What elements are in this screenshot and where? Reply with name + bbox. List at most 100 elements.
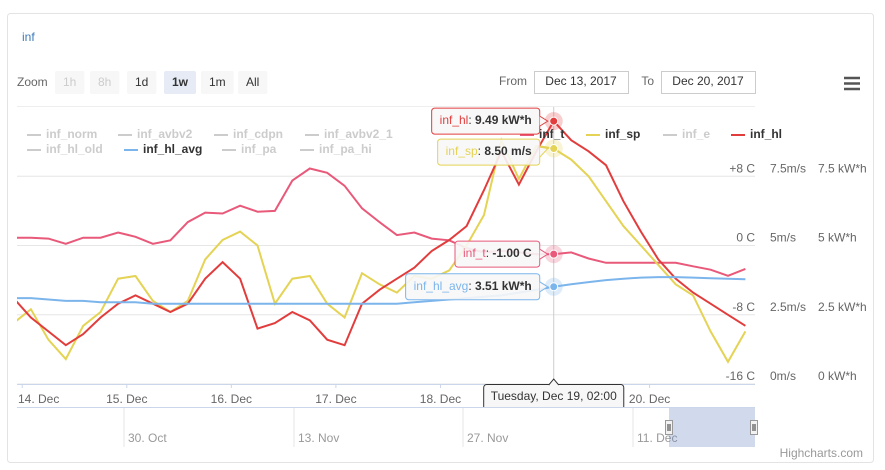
y-tick-label: +8 C: [729, 161, 755, 175]
range-button-bg: [55, 71, 85, 94]
legend-item[interactable]: inf_sp: [586, 127, 640, 141]
navigator-mask[interactable]: [669, 408, 755, 447]
navigator-label: 27. Nov: [467, 431, 508, 445]
tooltip-text: inf_sp: 8.50 m/s: [446, 144, 532, 158]
tooltip-header-arrow: [548, 378, 560, 386]
y3-tick-label: 7.5 kW*h: [818, 161, 867, 175]
range-button[interactable]: 1m: [201, 71, 234, 94]
tooltip-arrow: [539, 115, 549, 127]
legend-item[interactable]: inf_e: [663, 127, 710, 141]
series-line: [17, 276, 746, 305]
card-title: inf: [22, 30, 35, 44]
legend-label: inf_pa_hi: [319, 142, 372, 156]
legend-item[interactable]: inf_t: [520, 127, 564, 141]
legend-item[interactable]: inf_pa: [222, 142, 277, 156]
legend-item[interactable]: inf_hl_avg: [124, 142, 202, 156]
legend-label: inf_hl_avg: [143, 142, 202, 156]
range-button-label: 1m: [209, 75, 226, 89]
hover-point: [549, 249, 559, 259]
tooltip-arrow: [539, 146, 549, 158]
legend-label: inf_pa: [241, 142, 277, 156]
range-button: 1h: [55, 71, 85, 94]
y3-tick-label: 5 kW*h: [818, 231, 857, 245]
y-tick-label: -8 C: [732, 300, 755, 314]
legend-label: inf_hl_old: [46, 142, 103, 156]
card: [7, 13, 874, 463]
from-label: From: [499, 74, 527, 88]
y-tick-label: 0 C: [736, 231, 755, 245]
legend-item[interactable]: inf_pa_hi: [300, 142, 372, 156]
range-button-bg: [201, 71, 234, 94]
y2-tick-label: 5m/s: [770, 231, 796, 245]
zoom-label: Zoom: [17, 75, 48, 89]
navigator-label: 30. Oct: [128, 431, 167, 445]
x-tick-label: 17. Dec: [315, 392, 356, 406]
tooltip-value: 3.51 kW*h: [475, 279, 532, 293]
range-button-label: All: [246, 75, 259, 89]
tooltip-series-name: inf_hl_avg: [414, 279, 469, 293]
tooltip-text: inf_hl_avg: 3.51 kW*h: [414, 279, 532, 293]
range-button[interactable]: 1w: [164, 71, 197, 94]
y2-tick-label: 7.5m/s: [770, 161, 806, 175]
hover-point: [549, 282, 559, 292]
y2-tick-label: 2.5m/s: [770, 300, 806, 314]
tooltip-value: -1.00 C: [492, 246, 532, 260]
tooltip-arrow: [539, 281, 549, 293]
tooltip-text: inf_t: -1.00 C: [463, 246, 532, 260]
series-line: [17, 137, 747, 364]
range-button-bg: [90, 71, 120, 94]
credits[interactable]: Highcharts.com: [780, 446, 863, 460]
range-button-label: 8h: [98, 75, 111, 89]
tooltip-box: inf_hl_avg: 3.51 kW*h: [405, 273, 549, 301]
y2-tick-label: 0m/s: [770, 369, 796, 383]
y3-tick-label: 0 kW*h: [818, 369, 857, 383]
x-tick-label: 14. Dec: [18, 392, 59, 406]
to-label: To: [641, 74, 654, 88]
range-button[interactable]: 1d: [127, 71, 157, 94]
legend-label: inf_sp: [605, 127, 640, 141]
x-tick-label: 15. Dec: [106, 392, 147, 406]
range-button[interactable]: All: [238, 71, 268, 94]
legend-item[interactable]: inf_hl: [731, 127, 782, 141]
legend-label: inf_cdpn: [233, 127, 283, 141]
legend-item[interactable]: inf_cdpn: [214, 127, 283, 141]
navigator-handle[interactable]: [665, 420, 673, 435]
menu-button[interactable]: [844, 76, 860, 91]
legend-item[interactable]: inf_hl_old: [27, 142, 103, 156]
navigator-bg: [17, 407, 755, 448]
range-button-label: 1d: [135, 75, 148, 89]
tooltip-box: inf_hl: 9.49 kW*h: [431, 107, 549, 135]
to-input[interactable]: [661, 71, 756, 94]
from-input[interactable]: [534, 71, 629, 94]
tooltip-header: Tuesday, Dec 19, 02:00: [483, 378, 625, 410]
legend-label: inf_e: [682, 127, 710, 141]
legend-item[interactable]: inf_avbv2: [118, 127, 193, 141]
from-value: Dec 13, 2017: [545, 74, 617, 88]
series-line: [17, 167, 746, 277]
navigator-label: 13. Nov: [298, 431, 339, 445]
tooltip-series-name: inf_hl: [440, 113, 469, 127]
tooltip-series-name: inf_sp: [446, 144, 478, 158]
legend-item[interactable]: inf_norm: [27, 127, 97, 141]
tooltip-text: inf_hl: 9.49 kW*h: [440, 113, 532, 127]
y3-tick-label: 2.5 kW*h: [818, 300, 867, 314]
tooltip-box: inf_t: -1.00 C: [454, 240, 549, 268]
tooltip-value: 8.50 m/s: [484, 144, 532, 158]
tooltip-sep: :: [468, 279, 475, 293]
y-tick-label: -16 C: [726, 369, 756, 383]
legend-label: inf_avbv2: [137, 127, 193, 141]
range-button-label: 1h: [63, 75, 76, 89]
range-button: 8h: [90, 71, 120, 94]
range-button-bg: [238, 71, 268, 94]
tooltip-box: inf_sp: 8.50 m/s: [437, 138, 549, 166]
legend-label: inf_avbv2_1: [324, 127, 393, 141]
navigator-handle[interactable]: [750, 420, 758, 435]
legend-item[interactable]: inf_avbv2_1: [305, 127, 393, 141]
x-tick-label: 16. Dec: [211, 392, 252, 406]
tooltip-sep: :: [478, 144, 485, 158]
tooltip-sep: :: [468, 113, 475, 127]
tooltip-value: 9.49 kW*h: [475, 113, 532, 127]
hover-point: [549, 144, 559, 154]
